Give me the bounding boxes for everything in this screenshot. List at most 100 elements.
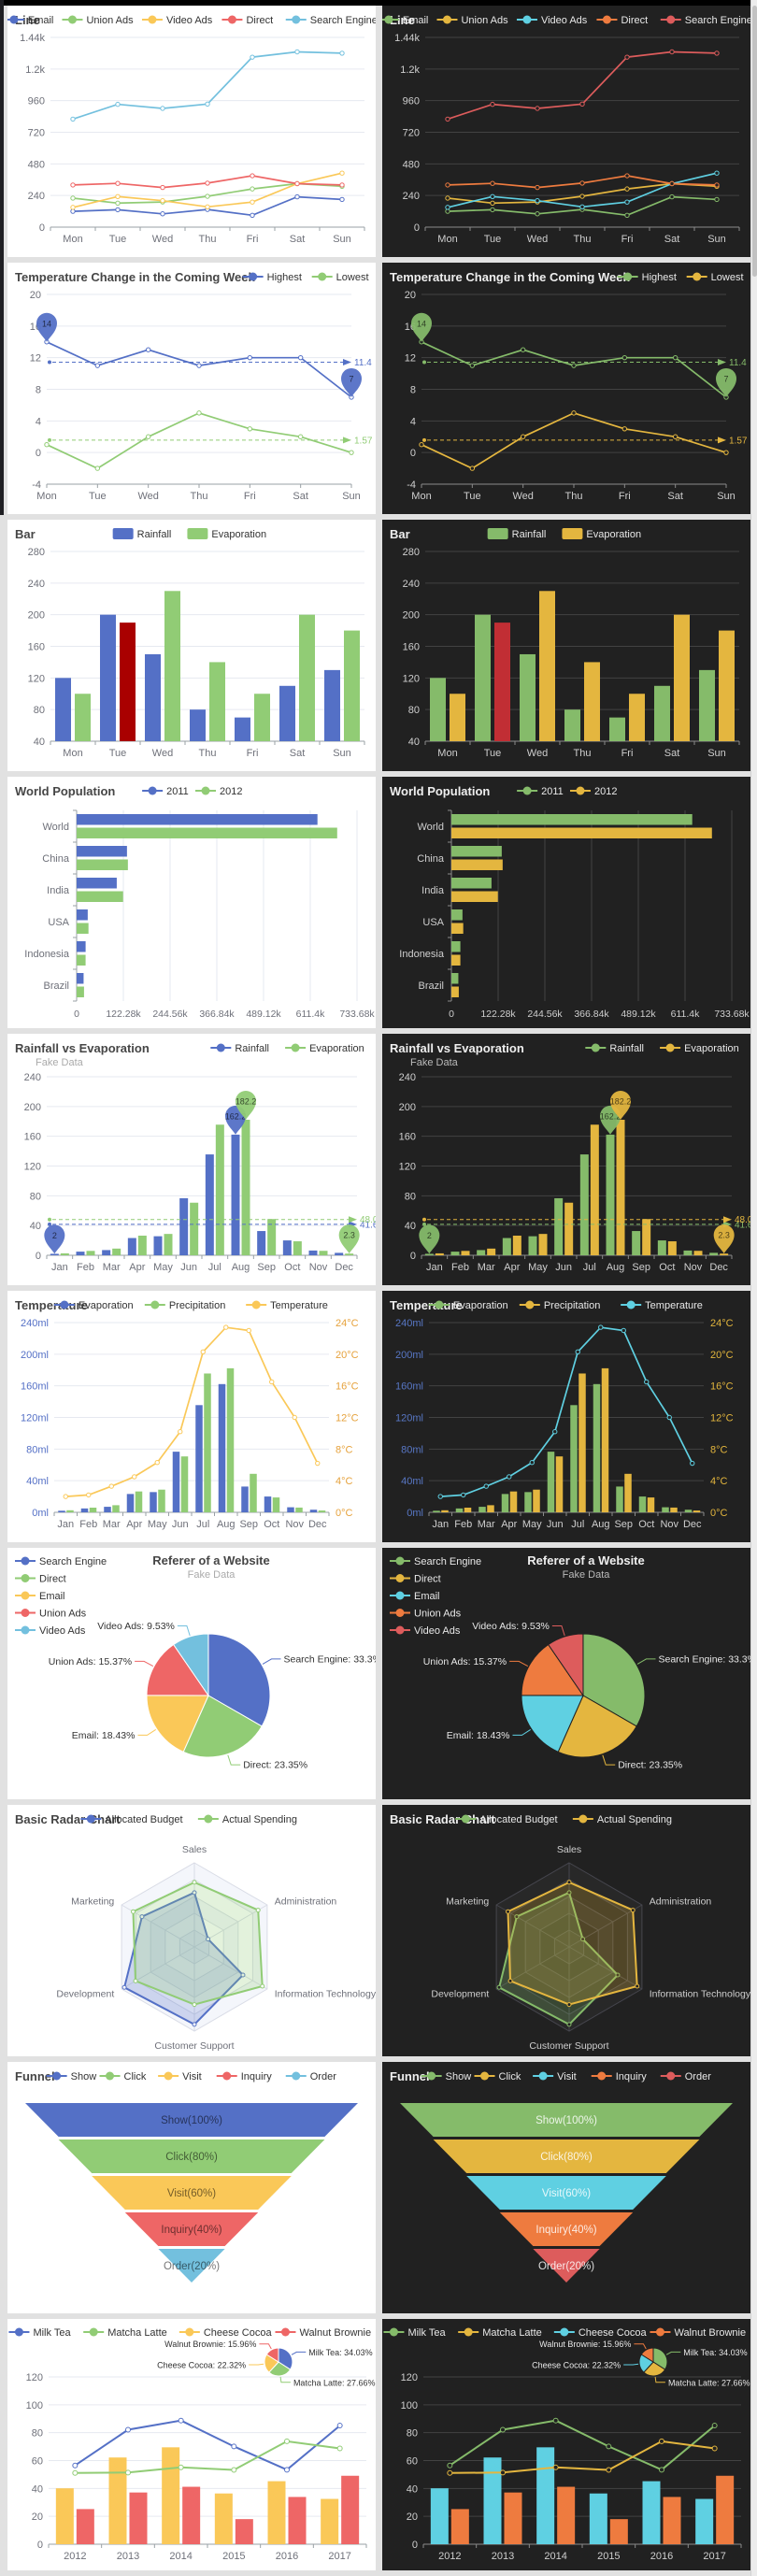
legend-item-temperature[interactable]: Temperature — [621, 1300, 703, 1311]
pie-slice-direct[interactable] — [557, 1695, 637, 1758]
series-rainfall[interactable] — [424, 1134, 719, 1255]
chart-canvas-funnel-dark[interactable]: Funnel Show Click Visit Inquiry Order Show(100… — [382, 2062, 750, 2313]
legend-item-rainfall[interactable]: Rainfall — [112, 528, 172, 540]
bar-china-2011[interactable] — [451, 846, 502, 857]
series-cheese-cocoa[interactable] — [55, 2447, 339, 2544]
legend-item-allocated-budget[interactable]: Allocated Budget — [455, 1814, 558, 1825]
legend-item-show[interactable]: Show — [46, 2071, 97, 2082]
chart-canvas-temperature-week-dark[interactable]: Temperature Change in the Coming Week Hig… — [382, 263, 750, 514]
chart-canvas-beverage-dark[interactable]: Milk Tea Matcha Latte Cheese Cocoa Walnut B… — [382, 2319, 750, 2570]
legend-item-video-ads[interactable]: Video Ads — [15, 1625, 86, 1637]
funnel-layer-order[interactable] — [533, 2249, 600, 2283]
legend-item-inquiry[interactable]: Inquiry — [216, 2071, 273, 2082]
series-video-ads[interactable] — [70, 170, 345, 210]
pie-slice-video-ads[interactable] — [548, 1633, 584, 1697]
chart-canvas-bar-dark[interactable]: Bar Rainfall Evaporation 40 80 120 160 200 240 28… — [382, 520, 750, 771]
bar-world-2011[interactable] — [77, 814, 318, 825]
legend-item-evaporation[interactable]: Evaporation — [562, 528, 641, 540]
legend-item-video-ads[interactable]: Video Ads — [390, 1625, 461, 1637]
bar-brazil-2012[interactable] — [451, 986, 459, 998]
chart-radar-budget-dark[interactable]: Basic Radar Chart Allocated Budget Actual … — [382, 1805, 750, 2056]
legend-item-highest[interactable]: Highest — [242, 272, 302, 283]
legend-item-temperature[interactable]: Temperature — [246, 1300, 328, 1311]
bar-indonesia-2012[interactable] — [451, 954, 461, 966]
legend-item-email[interactable]: Email — [7, 15, 53, 26]
series-highest[interactable] — [44, 339, 354, 400]
chart-canvas-funnel-light[interactable]: Funnel Show Click Visit Inquiry Order Show(100… — [7, 2062, 376, 2313]
pie-slice-matcha-latte[interactable] — [268, 2361, 292, 2377]
funnel-layer-show[interactable] — [25, 2103, 358, 2137]
funnel-layer-click[interactable] — [58, 2140, 325, 2173]
bar-brazil-2011[interactable] — [77, 973, 84, 984]
bar-brazil-2012[interactable] — [77, 986, 84, 998]
bar-india-2011[interactable] — [77, 878, 117, 889]
legend-item-evaporation[interactable]: Evaporation — [285, 1043, 364, 1054]
chart-beverage-light[interactable]: Milk Tea Matcha Latte Cheese Cocoa Walnut B… — [7, 2319, 376, 2570]
series-actual-spending[interactable] — [506, 1880, 640, 2008]
legend-item-evaporation[interactable]: Evaporation — [187, 528, 266, 540]
series-rainfall[interactable] — [50, 1134, 344, 1255]
bar-india-2012[interactable] — [451, 891, 498, 903]
chart-temperature-mixed-light[interactable]: Temperature Evaporation Precipitation Tempe… — [7, 1291, 376, 1542]
series-email[interactable] — [445, 193, 720, 219]
legend-item-actual-spending[interactable]: Actual Spending — [197, 1814, 297, 1825]
series-milk-tea[interactable] — [447, 2417, 718, 2473]
chart-canvas-beverage-light[interactable]: Milk Tea Matcha Latte Cheese Cocoa Walnut B… — [7, 2319, 376, 2570]
bar-brazil-2011[interactable] — [451, 973, 459, 984]
legend-item-precipitation[interactable]: Precipitation — [519, 1300, 601, 1311]
legend-item-direct[interactable]: Direct — [596, 15, 648, 26]
legend-item-2011[interactable]: 2011 — [517, 786, 564, 797]
bar-world-2011[interactable] — [451, 814, 693, 825]
chart-canvas-world-population-dark[interactable]: World Population 2011 2012 0 122.28k 244.56k 3… — [382, 777, 750, 1028]
bar-india-2012[interactable] — [77, 891, 123, 903]
legend-item-click[interactable]: Click — [99, 2071, 147, 2082]
bar-world-2012[interactable] — [77, 827, 337, 839]
chart-funnel-dark[interactable]: Funnel Show Click Visit Inquiry Order Show(100… — [382, 2062, 750, 2313]
legend-item-union-ads[interactable]: Union Ads — [15, 1609, 87, 1620]
legend-item-rainfall[interactable]: Rainfall — [487, 528, 547, 540]
series-matcha-latte[interactable] — [447, 2438, 718, 2476]
pie-slice-matcha-latte[interactable] — [643, 2361, 666, 2377]
chart-world-population-light[interactable]: World Population 2011 2012 0 122.28k 244.56k 3… — [7, 777, 376, 1028]
chart-canvas-world-population-light[interactable]: World Population 2011 2012 0 122.28k 244.56k 3… — [7, 777, 376, 1028]
legend-item-highest[interactable]: Highest — [617, 272, 677, 283]
legend-item-evaporation[interactable]: Evaporation — [53, 1300, 134, 1311]
chart-radar-budget-light[interactable]: Basic Radar Chart Allocated Budget Actual … — [7, 1805, 376, 2056]
chart-rainfall-evaporation-dark[interactable]: Rainfall vs Evaporation Fake Data Rainfall… — [382, 1034, 750, 1285]
legend-item-search-engine[interactable]: Search Engine — [660, 15, 750, 26]
series-temperature[interactable] — [437, 1324, 695, 1499]
chart-world-population-dark[interactable]: World Population 2011 2012 0 122.28k 244.56k 3… — [382, 777, 750, 1028]
legend-item-milk-tea[interactable]: Milk Tea — [8, 2327, 71, 2339]
legend-item-inquiry[interactable]: Inquiry — [591, 2071, 648, 2082]
legend-item-actual-spending[interactable]: Actual Spending — [572, 1814, 672, 1825]
legend-item-rainfall[interactable]: Rainfall — [210, 1043, 269, 1054]
pie-slice-video-ads[interactable] — [173, 1633, 209, 1697]
legend-item-email[interactable]: Email — [15, 1591, 65, 1602]
scrollbar[interactable] — [750, 0, 757, 2576]
funnel-layer-show[interactable] — [400, 2103, 733, 2137]
legend-item-evaporation[interactable]: Evaporation — [660, 1043, 739, 1054]
series-highest[interactable] — [419, 339, 729, 400]
series-video-ads[interactable] — [445, 170, 720, 210]
bar-indonesia-2012[interactable] — [77, 954, 86, 966]
chart-funnel-light[interactable]: Funnel Show Click Visit Inquiry Order Show(100… — [7, 2062, 376, 2313]
legend-item-order[interactable]: Order — [660, 2071, 711, 2082]
series-milk-tea[interactable] — [72, 2417, 343, 2473]
series-cheese-cocoa[interactable] — [430, 2447, 714, 2544]
chart-canvas-rainfall-evaporation-light[interactable]: Rainfall vs Evaporation Fake Data Rainfall… — [7, 1034, 376, 1285]
funnel-layer-visit[interactable] — [92, 2176, 292, 2210]
pie-slice-union-ads[interactable] — [146, 1643, 209, 1696]
legend-item-visit[interactable]: Visit — [533, 2071, 577, 2082]
legend-item-click[interactable]: Click — [474, 2071, 521, 2082]
series-email[interactable] — [70, 193, 345, 219]
chart-rainfall-evaporation-light[interactable]: Rainfall vs Evaporation Fake Data Rainfall… — [7, 1034, 376, 1285]
legend-item-allocated-budget[interactable]: Allocated Budget — [80, 1814, 183, 1825]
legend-item-search-engine[interactable]: Search Engine — [15, 1556, 107, 1567]
series-evaporation[interactable] — [435, 1119, 729, 1255]
chart-pie-referer-dark[interactable]: Referer of a Website Fake Data Search Engi… — [382, 1548, 750, 1799]
chart-canvas-bar-light[interactable]: Bar Rainfall Evaporation 40 80 120 160 200 240 28… — [7, 520, 376, 771]
